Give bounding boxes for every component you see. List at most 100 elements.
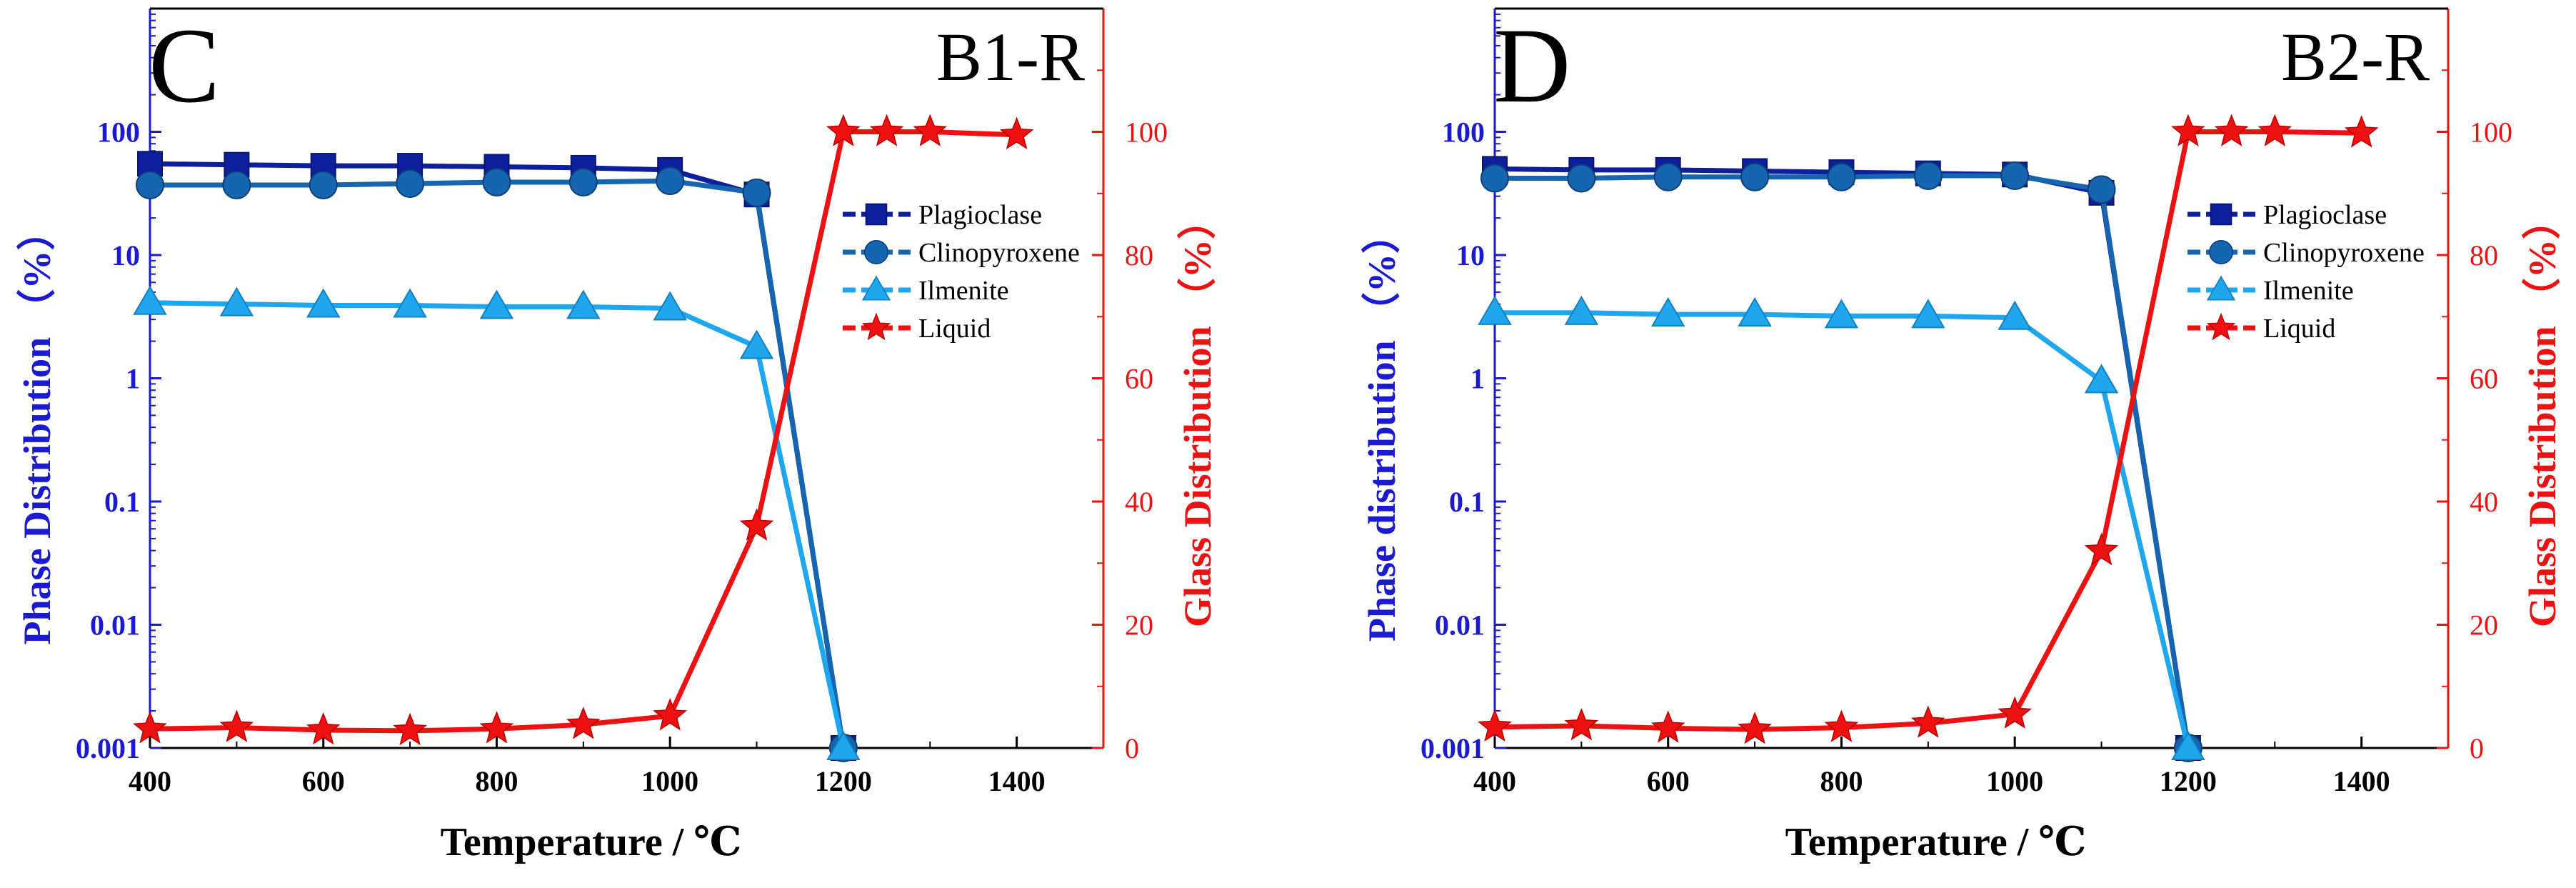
- y-right-tick-label: 40: [2470, 486, 2498, 518]
- y-left-tick-label: 100: [97, 116, 140, 149]
- series-plagioclase: [137, 151, 856, 761]
- x-tick-label: 600: [1647, 765, 1690, 797]
- chart-panel-c: 400 600 800 1000 1200 14000.0010.010.11101000…: [16, 6, 1219, 864]
- x-tick-label: 1000: [1986, 765, 2043, 797]
- data-point-clinopyroxene: [1567, 164, 1596, 193]
- series-line-ilmenite: [1495, 310, 2191, 749]
- x-tick-label: 800: [1820, 765, 1863, 797]
- y-right-tick-label: 20: [2470, 609, 2498, 642]
- legend-label: Clinopyroxene: [918, 238, 1080, 268]
- series-clinopyroxene: [1480, 161, 2202, 762]
- series-plagioclase: [1482, 156, 2201, 761]
- y-right-tick-label: 100: [1125, 116, 1168, 149]
- legend-marker-group: [2206, 312, 2236, 341]
- data-point-ilmenite: [393, 288, 427, 318]
- data-point-liquid: [1998, 696, 2033, 729]
- legend-marker-group: [861, 312, 891, 341]
- x-tick-label: 1400: [2333, 765, 2390, 797]
- legend-marker-group: [2209, 239, 2234, 264]
- data-point-clinopyroxene: [309, 170, 338, 199]
- data-point-ilmenite: [133, 285, 167, 315]
- y-left-tick-label: 1: [1470, 363, 1485, 395]
- legend-marker-group: [863, 239, 888, 264]
- legend-label: Liquid: [2263, 314, 2335, 344]
- data-point-liquid: [1478, 709, 1512, 742]
- series-line-ilmenite: [149, 300, 846, 749]
- y-left-tick-label: 100: [1442, 116, 1485, 149]
- y-left-tick-label: 1: [126, 363, 140, 395]
- series-ilmenite: [133, 285, 861, 760]
- x-axis-title: Temperature / ℃: [1785, 820, 2087, 864]
- data-point-clinopyroxene: [742, 178, 771, 207]
- legend-item-plagioclase: Plagioclase: [843, 200, 1042, 230]
- series-line-clinopyroxene: [1495, 173, 2191, 749]
- y-left-axis-title: Phase distribution （%）: [1360, 215, 1403, 642]
- y-right-tick-label: 0: [2470, 732, 2484, 764]
- data-point-ilmenite: [306, 288, 341, 318]
- data-point-liquid: [1824, 709, 1859, 742]
- y-left-axis-title: Phase Distribution （%）: [16, 211, 59, 644]
- data-point-clinopyroxene: [2087, 175, 2116, 204]
- data-point-liquid: [479, 711, 514, 744]
- chart-panel-d: 400 600 800 1000 1200 14000.0010.010.11101000…: [1360, 6, 2564, 864]
- data-point-liquid: [1650, 710, 1685, 743]
- data-point-liquid: [1738, 712, 1772, 744]
- data-point-ilmenite: [1824, 299, 1859, 329]
- legend-label: Plagioclase: [918, 200, 1042, 230]
- legend-marker: [863, 239, 888, 264]
- sample-label: B1-R: [936, 19, 1085, 95]
- data-point-clinopyroxene: [1653, 162, 1683, 191]
- y-right-tick-label: 100: [2470, 116, 2512, 149]
- y-left-tick-label: 0.001: [76, 732, 140, 764]
- legend-label: Clinopyroxene: [2263, 238, 2425, 268]
- legend-label: Plagioclase: [2263, 200, 2387, 230]
- data-point-ilmenite: [1650, 297, 1685, 327]
- legend-marker-group: [865, 203, 888, 226]
- data-point-liquid: [653, 698, 688, 731]
- data-point-clinopyroxene: [2000, 161, 2030, 191]
- panel-letter: C: [149, 6, 220, 125]
- legend-label: Ilmenite: [918, 276, 1009, 306]
- series-liquid: [1478, 114, 2379, 744]
- series-clinopyroxene: [136, 166, 858, 762]
- x-tick-label: 800: [475, 765, 518, 797]
- y-right-tick-label: 60: [2470, 363, 2498, 395]
- data-point-clinopyroxene: [1913, 161, 1943, 191]
- data-point-liquid: [1910, 705, 1945, 738]
- series-liquid: [133, 114, 1034, 746]
- data-point-ilmenite: [566, 289, 601, 319]
- data-point-liquid: [2214, 114, 2249, 146]
- data-point-ilmenite: [2084, 364, 2119, 394]
- data-point-liquid: [826, 114, 861, 146]
- legend-marker: [2206, 312, 2236, 341]
- series-line-plagioclase: [149, 161, 846, 749]
- data-point-liquid: [566, 707, 601, 739]
- x-tick-label: 1400: [988, 765, 1046, 797]
- y-right-tick-label: 80: [2470, 239, 2498, 271]
- y-right-axis-title: Glass Distribution （%）: [2521, 201, 2564, 627]
- y-left-tick-label: 0.01: [90, 609, 140, 642]
- data-point-clinopyroxene: [396, 169, 425, 198]
- data-point-clinopyroxene: [1740, 162, 1770, 191]
- legend-label: Ilmenite: [2263, 276, 2354, 306]
- data-point-clinopyroxene: [136, 170, 164, 199]
- legend-item-liquid: Liquid: [2187, 312, 2335, 344]
- x-tick-label: 1200: [815, 765, 872, 797]
- data-point-ilmenite: [1998, 300, 2032, 330]
- legend-item-clinopyroxene: Clinopyroxene: [843, 238, 1080, 268]
- y-right-tick-label: 20: [1125, 609, 1153, 642]
- data-point-liquid: [133, 711, 167, 744]
- y-left-tick-label: 10: [1456, 239, 1485, 271]
- data-point-liquid: [219, 709, 254, 742]
- data-point-clinopyroxene: [482, 168, 511, 197]
- x-tick-label: 1000: [641, 765, 698, 797]
- legend-label: Liquid: [918, 314, 991, 344]
- data-point-liquid: [2084, 532, 2119, 566]
- data-point-liquid: [1564, 707, 1599, 741]
- data-point-ilmenite: [826, 731, 861, 760]
- legend-item-plagioclase: Plagioclase: [2187, 200, 2387, 230]
- y-right-tick-label: 60: [1125, 363, 1153, 395]
- x-tick-label: 600: [302, 765, 345, 797]
- y-right-tick-label: 0: [1125, 732, 1139, 764]
